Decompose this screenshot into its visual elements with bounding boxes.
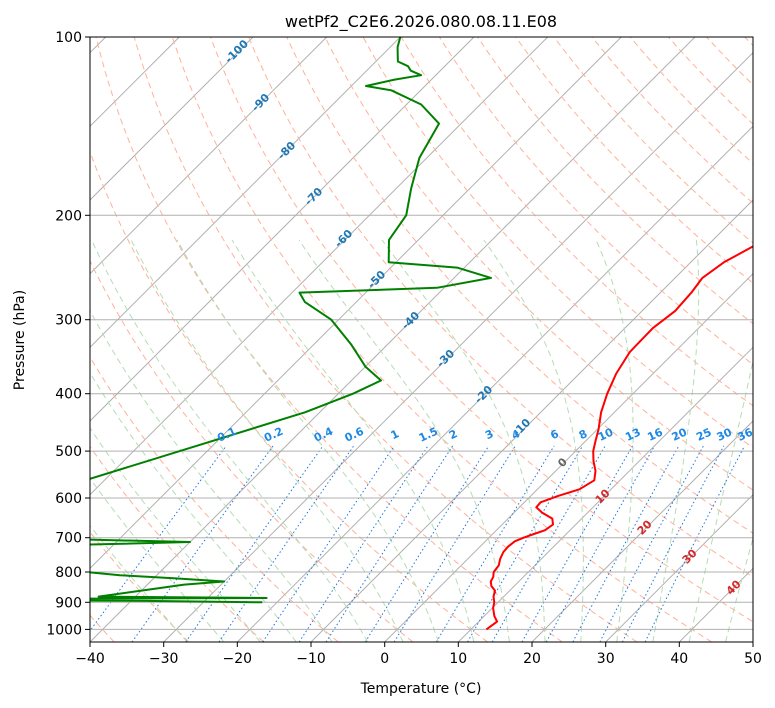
y-tick-label: 800 [55, 565, 82, 581]
mixing-ratio-line [435, 445, 555, 642]
mixing-ratio-label: 10 [596, 425, 616, 443]
axis-layer: −40 −30 −20 −10 0 10 20 30 40 50 100 200 300 400 500 60… [46, 30, 762, 667]
grid-layer [90, 37, 753, 642]
mixing-ratio-line [131, 445, 274, 642]
isotherm-line [236, 125, 753, 642]
moist-adiabat-line [381, 239, 546, 642]
mixing-ratio-line [185, 445, 324, 642]
mixing-ratio-line [521, 445, 633, 642]
mixing-ratio-line [325, 445, 454, 642]
mixing-ratio-line [545, 445, 656, 642]
plot-frame [89, 36, 754, 643]
dry-adiabat-line [515, 37, 753, 284]
temperature-profile-line [485, 245, 753, 631]
moist-adiabat-line [90, 309, 333, 642]
dry-adiabat-line [90, 356, 339, 642]
mixing-ratio-label: 20 [670, 425, 690, 443]
mixing-ratio-label: 36 [735, 425, 755, 443]
moist-adiabat-line [652, 239, 700, 642]
mixing-ratio-label: 16 [645, 425, 665, 443]
moist-adiabat-line [176, 239, 439, 642]
isotherm-line [605, 493, 753, 642]
y-tick-label: 900 [55, 595, 82, 611]
isotherm-line [384, 272, 753, 642]
x-tick-label: −10 [296, 651, 326, 667]
y-tick-label: 300 [55, 313, 82, 329]
mixing-ratio-label: 25 [694, 426, 713, 444]
isotherm-line [163, 51, 753, 642]
y-tick-label: 500 [55, 444, 82, 460]
y-tick-label: 600 [55, 491, 82, 507]
dry-adiabat-line [210, 37, 753, 623]
dewpoint-profile-line [90, 37, 492, 604]
mixing-ratio-label: 13 [623, 426, 642, 444]
x-tick-label: −30 [149, 651, 179, 667]
mixing-ratio-line [218, 445, 355, 642]
mixing-ratio-line [621, 445, 725, 642]
y-tick-label: 400 [55, 387, 82, 403]
isotherm-line [457, 346, 753, 642]
dry-adiabat-line [324, 37, 753, 491]
dry-adiabat-line [95, 37, 563, 642]
x-axis-label: Temperature (°C) [360, 681, 482, 697]
isotherm-line [90, 37, 696, 642]
dry-adiabat-line [133, 37, 638, 642]
moist-adiabat-line [91, 239, 369, 642]
mixing-ratio-line [364, 445, 490, 642]
mixing-ratio-label: 30 [715, 425, 735, 443]
data-layer [90, 37, 753, 631]
y-tick-label: 700 [55, 531, 82, 547]
dry-adiabat-line [90, 445, 264, 642]
mixing-ratio-line [393, 445, 516, 642]
x-tick-label: −40 [75, 651, 105, 667]
x-tick-label: 30 [597, 651, 615, 667]
x-tick-label: −20 [223, 651, 253, 667]
moist-adiabat-line [595, 239, 634, 642]
x-tick-label: 10 [449, 651, 467, 667]
moist-adiabat-line [298, 239, 510, 642]
isotherm-line [90, 37, 254, 201]
x-tick-label: 0 [380, 651, 389, 667]
mixing-ratio-line [467, 445, 584, 642]
y-tick-label: 100 [55, 30, 82, 46]
chart-title: wetPf2_C2E6.2026.080.08.11.E08 [285, 12, 557, 32]
dry-adiabat-line [171, 37, 712, 642]
isotherm-line [531, 420, 753, 642]
dry-adiabat-line [248, 37, 753, 578]
mixing-ratio-line [644, 445, 746, 642]
x-tick-label: 50 [744, 651, 762, 667]
isotherm-line [90, 37, 401, 349]
mixing-ratio-line [298, 445, 429, 642]
y-axis-label: Pressure (hPa) [12, 290, 28, 390]
isotherm-line [90, 37, 475, 422]
x-tick-label: 40 [670, 651, 688, 667]
y-tick-label: 200 [55, 208, 82, 224]
dry-adiabat-line [286, 37, 753, 534]
x-tick-label: 20 [523, 651, 541, 667]
isotherm-line [90, 37, 549, 496]
y-tick-label: 1000 [46, 622, 82, 638]
moist-adiabat-line [130, 239, 404, 642]
dry-adiabat-line [90, 259, 414, 642]
isotherm-line [90, 37, 328, 275]
moist-adiabat-line [688, 358, 753, 642]
mixing-ratio-line [262, 445, 395, 642]
